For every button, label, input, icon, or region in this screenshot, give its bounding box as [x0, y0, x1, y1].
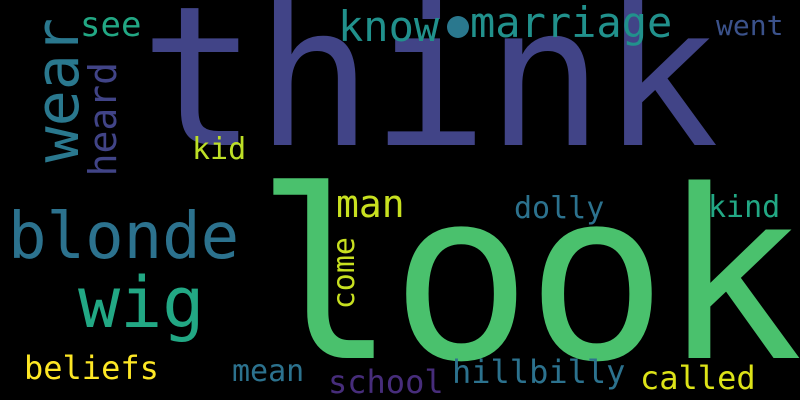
dot-mark	[447, 16, 469, 38]
word-went: went	[716, 9, 784, 42]
word-kid: kid	[192, 132, 247, 167]
word-marriage: marriage	[470, 0, 673, 47]
word-man: man	[336, 182, 405, 226]
word-beliefs: beliefs	[24, 349, 159, 387]
word-school: school	[328, 363, 444, 400]
word-hillbilly: hillbilly	[452, 353, 626, 391]
word-think: think	[140, 0, 719, 191]
word-see: see	[80, 5, 142, 45]
word-know: know	[338, 2, 440, 51]
word-look: look	[255, 141, 800, 400]
word-heard: heard	[81, 62, 125, 177]
word-called: called	[640, 359, 756, 397]
word-dolly: dolly	[514, 191, 605, 226]
word-come: come	[327, 237, 362, 310]
word-kind: kind	[708, 190, 781, 225]
word-wig: wig	[78, 262, 205, 344]
word-mean: mean	[232, 354, 305, 389]
word-wear: wear	[23, 18, 93, 163]
word-blonde: blonde	[8, 200, 240, 274]
